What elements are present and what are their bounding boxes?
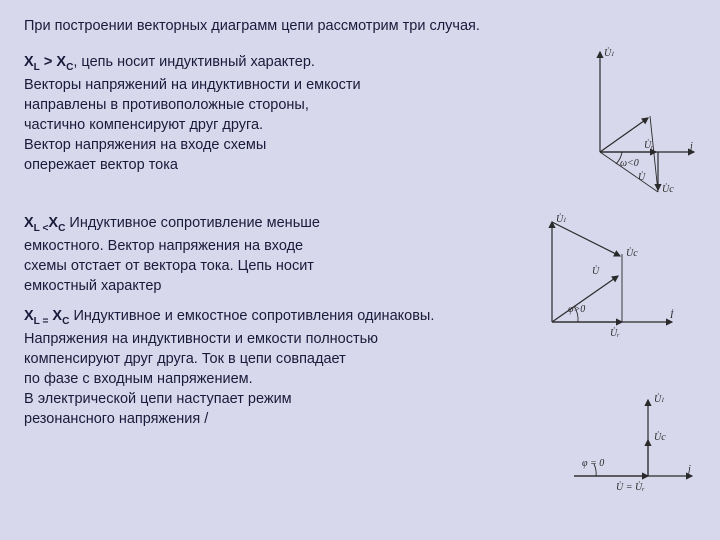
svg-text:φ>0: φ>0 [568, 304, 585, 315]
svg-text:U̇ = U̇ᵣ: U̇ = U̇ᵣ [616, 481, 645, 493]
svg-text:ω<0: ω<0 [620, 158, 639, 169]
svg-text:İ: İ [669, 309, 674, 321]
vector-diagram-3: U̇ₗ U̇c j U̇ = U̇ᵣ φ = 0 [546, 388, 704, 518]
svg-text:U̇c: U̇c [626, 247, 638, 259]
svg-text:U̇ᵣ: U̇ᵣ [644, 139, 654, 151]
svg-text:U̇ₗ: U̇ₗ [654, 393, 664, 405]
intro-line: При построении векторных диаграмм цепи р… [24, 16, 702, 36]
svg-text:U̇ᵣ: U̇ᵣ [610, 327, 620, 339]
svg-text:U̇: U̇ [638, 171, 646, 183]
svg-text:φ = 0: φ = 0 [582, 458, 604, 469]
vector-diagram-2: U̇ₗ U̇c U̇ İ U̇ᵣ φ>0 [526, 202, 686, 352]
svg-text:j: j [688, 141, 693, 152]
case3-l3: по фазе с входным напряжением. [24, 369, 702, 389]
svg-text:U̇c: U̇c [662, 183, 674, 194]
svg-text:U̇: U̇ [592, 265, 600, 277]
svg-text:U̇ₗ: U̇ₗ [556, 213, 566, 225]
vector-diagram-1: U̇ₗ U̇ᵣ j U̇c U̇ ω<0 ε [566, 44, 706, 194]
svg-text:U̇c: U̇c [654, 431, 666, 443]
svg-text:U̇ₗ: U̇ₗ [604, 47, 614, 59]
svg-text:j: j [686, 464, 691, 475]
